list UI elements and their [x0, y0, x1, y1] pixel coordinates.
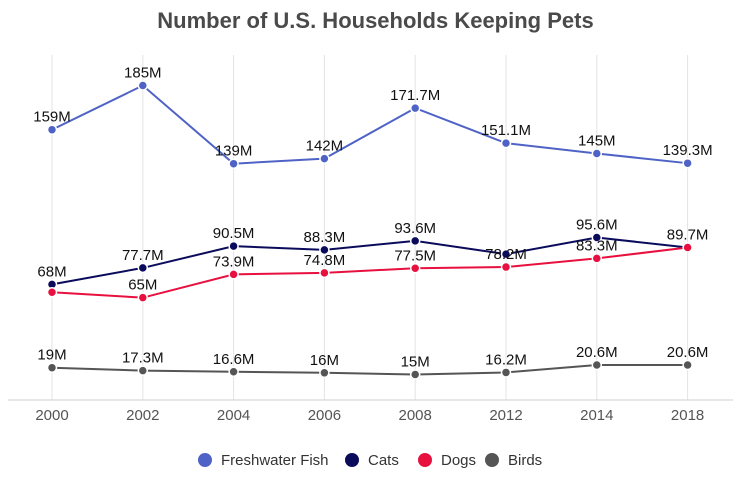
- data-label-birds-2018: 20.6M: [667, 344, 709, 361]
- data-label-birds-2000: 19M: [37, 347, 66, 364]
- data-label-birds-2014: 20.6M: [576, 344, 618, 361]
- x-tick-label-2000: 2000: [35, 407, 68, 424]
- series-line-freshwater-fish: [51, 84, 688, 165]
- data-label-freshwater-fish-2006: 142M: [306, 138, 344, 155]
- data-label-cats-2002: 77.7M: [122, 247, 164, 264]
- point-freshwater-fish-2008: [409, 102, 421, 114]
- data-label-dogs-2014: 83.3M: [576, 237, 618, 254]
- point-birds-2006: [319, 367, 330, 379]
- series-line-dogs: [51, 246, 688, 299]
- x-tick-label-2018: 2018: [671, 407, 704, 424]
- point-dogs-2004: [228, 269, 239, 280]
- point-dogs-2018: [682, 242, 693, 253]
- data-label-cats-2006: 88.3M: [304, 229, 346, 246]
- chart-title: Number of U.S. Households Keeping Pets: [157, 8, 594, 33]
- data-label-cats-2008: 93.6M: [394, 220, 436, 237]
- point-birds-2014: [591, 359, 603, 371]
- point-birds-2012: [500, 367, 512, 378]
- point-freshwater-fish-2000: [46, 124, 58, 135]
- data-label-freshwater-fish-2002: 185M: [124, 65, 162, 82]
- point-freshwater-fish-2014: [591, 148, 603, 159]
- point-cats-2012: [500, 248, 512, 260]
- data-label-dogs-2006: 74.8M: [304, 252, 346, 269]
- point-dogs-2012: [500, 261, 512, 273]
- point-birds-2008: [409, 369, 421, 380]
- x-tick-label-2002: 2002: [126, 407, 159, 424]
- x-tick-label-2006: 2006: [308, 407, 341, 424]
- data-label-birds-2004: 16.6M: [213, 351, 255, 368]
- legend-marker-birds: [485, 453, 499, 467]
- legend-label-birds: Birds: [508, 452, 542, 469]
- point-cats-2004: [228, 240, 239, 252]
- point-cats-2006: [319, 244, 330, 256]
- point-dogs-2014: [591, 253, 603, 264]
- point-freshwater-fish-2002: [137, 80, 149, 91]
- point-freshwater-fish-2018: [682, 157, 693, 169]
- data-label-freshwater-fish-2018: 139.3M: [663, 142, 713, 159]
- point-dogs-2008: [409, 263, 421, 274]
- data-label-cats-2000: 68M: [37, 263, 66, 280]
- point-freshwater-fish-2004: [228, 158, 239, 169]
- data-label-freshwater-fish-2012: 151.1M: [481, 122, 531, 139]
- x-tick-label-2014: 2014: [580, 407, 613, 424]
- data-label-dogs-2004: 73.9M: [213, 253, 255, 270]
- data-label-birds-2002: 17.3M: [122, 350, 164, 367]
- x-tick-label-2004: 2004: [217, 407, 250, 424]
- legend-label-dogs: Dogs: [441, 452, 476, 469]
- point-birds-2018: [682, 359, 693, 371]
- point-birds-2000: [46, 362, 58, 373]
- point-freshwater-fish-2006: [319, 153, 330, 164]
- data-label-birds-2008: 15M: [401, 354, 430, 371]
- data-label-freshwater-fish-2008: 171.7M: [390, 87, 440, 104]
- legend-label-cats: Cats: [368, 452, 399, 469]
- legend-marker-dogs: [418, 453, 432, 467]
- legend-marker-freshwater-fish: [198, 453, 212, 467]
- point-birds-2004: [228, 366, 239, 378]
- x-tick-label-2008: 2008: [399, 407, 432, 424]
- legend-label-freshwater-fish: Freshwater Fish: [221, 452, 329, 469]
- series-line-cats: [51, 236, 688, 286]
- point-freshwater-fish-2012: [500, 137, 512, 149]
- data-label-freshwater-fish-2014: 145M: [578, 133, 616, 150]
- point-dogs-2000: [46, 286, 58, 298]
- point-cats-2008: [409, 235, 421, 247]
- data-label-dogs-2008: 77.5M: [394, 247, 436, 264]
- point-dogs-2006: [319, 267, 330, 279]
- data-label-freshwater-fish-2000: 159M: [33, 109, 71, 126]
- point-cats-2014: [591, 232, 603, 243]
- data-label-cats-2018: 89.7M: [667, 227, 709, 244]
- point-cats-2002: [137, 262, 149, 274]
- x-tick-label-2012: 2012: [489, 407, 522, 424]
- point-birds-2002: [137, 365, 149, 376]
- series-line-birds: [51, 363, 688, 376]
- data-label-birds-2006: 16M: [310, 352, 339, 369]
- point-dogs-2002: [137, 292, 149, 303]
- data-label-freshwater-fish-2004: 139M: [215, 143, 253, 160]
- data-label-cats-2004: 90.5M: [213, 225, 255, 242]
- data-label-dogs-2012: 78.2M: [485, 246, 527, 263]
- data-label-cats-2014: 95.6M: [576, 216, 618, 233]
- legend-marker-cats: [345, 453, 359, 467]
- data-label-birds-2012: 16.2M: [485, 351, 527, 368]
- data-label-dogs-2002: 65M: [128, 277, 157, 294]
